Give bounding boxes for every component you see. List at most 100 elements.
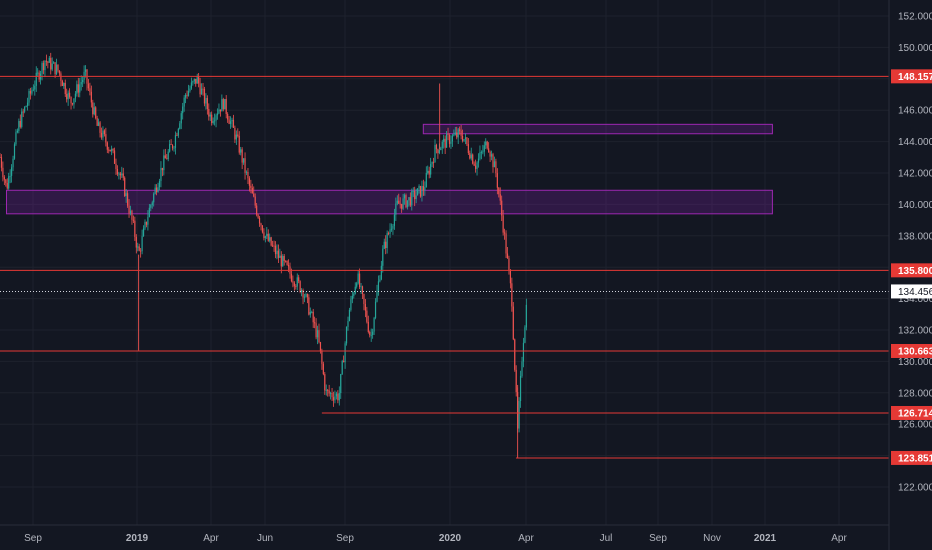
candle-body <box>83 71 85 80</box>
y-tick-label: 142.000 <box>898 169 932 180</box>
candle-body <box>393 214 395 226</box>
candle-body <box>406 200 409 208</box>
candle-body <box>140 250 142 252</box>
candle-body <box>71 103 74 105</box>
y-tick-label: 144.000 <box>898 137 932 148</box>
candle-body <box>272 245 274 247</box>
candle-body <box>270 237 272 246</box>
candle-body <box>425 173 427 188</box>
price-badge-label: 135.800 <box>898 266 932 277</box>
candle-body <box>525 304 527 328</box>
candle-body <box>337 393 339 401</box>
candle-body <box>2 167 4 178</box>
candle-body <box>169 144 171 152</box>
x-tick-label: Sep <box>24 533 42 544</box>
candle-body <box>29 91 32 94</box>
candle-body <box>25 105 27 108</box>
candle-body <box>361 286 364 295</box>
y-tick-label: 132.000 <box>898 326 932 337</box>
candle-body <box>261 225 264 233</box>
candle-body <box>485 141 487 146</box>
candle-body <box>302 290 304 298</box>
candle-body <box>63 82 65 87</box>
candle-body <box>456 132 458 138</box>
candle-body <box>321 351 323 364</box>
candle-body <box>431 162 433 165</box>
x-tick-label: Apr <box>203 533 219 544</box>
zone-box[interactable] <box>422 123 773 135</box>
candle-body <box>376 291 378 302</box>
x-tick-label: Sep <box>649 533 667 544</box>
candle-body <box>422 185 424 191</box>
candle-body <box>161 167 163 171</box>
y-tick-label: 140.000 <box>898 200 932 211</box>
y-tick-label: 128.000 <box>898 388 932 399</box>
candle-body <box>514 339 516 370</box>
candle-body <box>42 63 45 71</box>
candle-body <box>164 155 166 159</box>
candle-body <box>402 198 404 209</box>
candle-body <box>267 233 269 241</box>
levels <box>0 75 889 459</box>
candle-body <box>90 91 92 103</box>
candle-body <box>377 281 380 292</box>
candle-body <box>243 158 245 163</box>
candle-body <box>454 132 456 135</box>
candle-body <box>241 149 243 163</box>
candle-body <box>106 142 108 150</box>
x-tick-label: 2020 <box>439 533 462 544</box>
candle-body <box>403 195 406 199</box>
candle-body <box>421 185 423 197</box>
time-axis[interactable]: Sep 2019 Apr Jun Sep 2020 Apr Jul Sep Nov 2021 Apr <box>24 533 847 544</box>
zones <box>6 123 773 215</box>
candle-body <box>444 138 446 148</box>
candle-body <box>132 219 134 221</box>
candle-body <box>51 63 53 70</box>
candle-body <box>519 375 522 402</box>
candle-body <box>108 149 110 151</box>
candle-body <box>196 76 198 84</box>
candle-body <box>15 132 17 145</box>
x-tick-label: Nov <box>703 533 721 544</box>
candle-body <box>61 80 63 87</box>
candle-body <box>505 233 507 254</box>
candle-body <box>417 188 419 196</box>
candle-body <box>447 134 449 136</box>
candle-body <box>48 57 50 63</box>
zone-box[interactable] <box>6 189 773 215</box>
candle-body <box>314 322 316 324</box>
candle-body <box>472 154 474 164</box>
candle-body <box>222 99 224 110</box>
candle-body <box>306 294 308 298</box>
candle-body <box>250 185 252 188</box>
candle-body <box>373 317 375 332</box>
candle-body <box>6 183 8 189</box>
candle-body <box>99 122 101 133</box>
candle-body <box>475 165 477 169</box>
price-badges: 148.157 135.800 130.663 126.714 123.851 134.4… <box>891 69 932 465</box>
candle-body <box>341 361 343 375</box>
candle-body <box>82 79 84 83</box>
y-tick-label: 126.000 <box>898 420 932 431</box>
candle-body <box>69 92 71 97</box>
candle-body <box>511 283 513 307</box>
candle-body <box>227 113 229 120</box>
candle-body <box>115 163 117 169</box>
candle-body <box>215 115 217 121</box>
candle-body <box>443 138 445 142</box>
candle-body <box>298 277 300 282</box>
candle-body <box>357 273 359 284</box>
candle-body <box>190 82 192 89</box>
candle-body <box>128 205 130 214</box>
candle-body <box>98 122 100 126</box>
candle-body <box>359 273 361 288</box>
candle-body <box>276 250 278 255</box>
candle-body <box>96 118 98 126</box>
candle-body <box>112 148 114 151</box>
candle-body <box>87 83 90 89</box>
candle-body <box>340 374 342 394</box>
candle-body <box>319 342 322 352</box>
candle-body <box>89 88 91 92</box>
